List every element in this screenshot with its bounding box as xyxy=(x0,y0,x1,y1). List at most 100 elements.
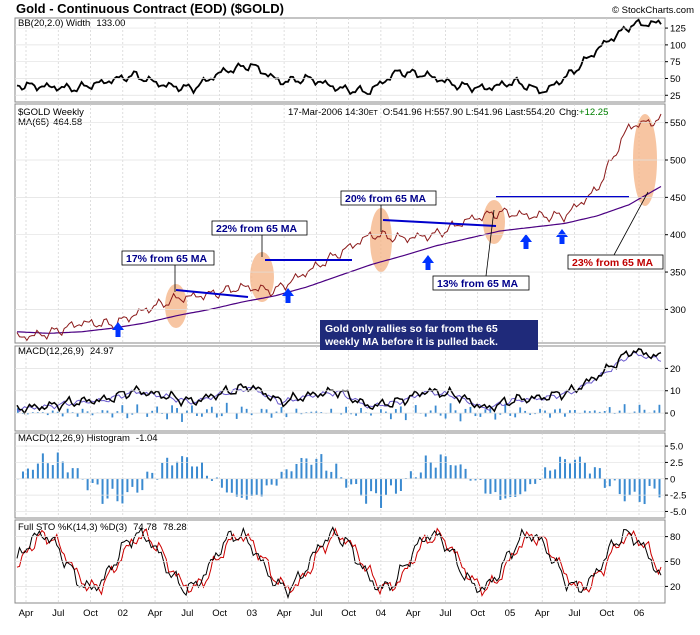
macd-bar xyxy=(380,409,382,413)
macd-bar xyxy=(216,413,218,417)
hist-bar xyxy=(430,462,432,479)
hist-bar xyxy=(629,479,631,496)
macd-bar xyxy=(494,413,496,419)
hist-bar xyxy=(594,467,596,479)
hist-bar xyxy=(455,465,457,478)
macd-bar xyxy=(171,405,173,413)
hist-bar xyxy=(171,465,173,478)
y-tick-label: 0 xyxy=(670,409,675,420)
macd-bar xyxy=(624,404,626,413)
hist-bar xyxy=(151,473,153,479)
hist-bar xyxy=(121,479,123,504)
x-tick-label: Oct xyxy=(212,608,227,619)
macd-bar xyxy=(166,413,168,419)
x-tick-label: Jul xyxy=(439,608,451,619)
macd-bar xyxy=(569,410,571,413)
macd-bar xyxy=(281,407,283,413)
hist-bar xyxy=(325,471,327,479)
macd-bar xyxy=(261,409,263,413)
hist-bar xyxy=(315,459,317,479)
hist-bar xyxy=(111,479,113,489)
hist-bar xyxy=(310,465,312,479)
x-tick-label: 05 xyxy=(505,608,516,619)
hist-bar xyxy=(291,471,293,478)
hist-bar xyxy=(489,479,491,494)
hist-bar xyxy=(465,469,467,479)
macd-bar xyxy=(554,409,556,413)
hist-bar xyxy=(330,472,332,479)
y-tick-label: 350 xyxy=(670,268,686,279)
hist-bar xyxy=(504,479,506,499)
hist-label: MACD(12,26,9) Histogram-1.04 xyxy=(18,433,158,444)
macd-bar xyxy=(206,409,208,413)
hist-bar xyxy=(484,479,486,494)
x-tick-label: Apr xyxy=(406,608,421,619)
panel-frames xyxy=(15,18,665,603)
hist-bar xyxy=(499,479,501,500)
hist-bar xyxy=(62,462,64,479)
hist-bar xyxy=(77,468,79,479)
hist-bar xyxy=(524,479,526,492)
y-tick-label: -2.5 xyxy=(670,491,686,502)
macd-bar xyxy=(470,407,472,413)
hist-bar xyxy=(584,463,586,479)
hist-bar xyxy=(345,479,347,488)
hist-bar xyxy=(599,468,601,479)
hist-bar xyxy=(445,456,447,478)
macd-bar xyxy=(390,413,392,419)
hist-bar xyxy=(131,479,133,487)
hist-bar xyxy=(335,464,337,479)
y-tick-label: 100 xyxy=(670,40,686,51)
macd-bar xyxy=(425,413,427,417)
hist-bar xyxy=(266,479,268,486)
y-tick-label: 20 xyxy=(670,364,681,375)
hist-bar xyxy=(519,479,521,494)
y-tick-label: 125 xyxy=(670,24,686,35)
macd-bar xyxy=(82,409,84,413)
y-tick-label: 10 xyxy=(670,386,681,397)
hist-bar xyxy=(300,458,302,479)
hist-bar xyxy=(141,479,143,490)
hist-bar xyxy=(624,479,626,502)
macd-bar xyxy=(609,407,611,413)
x-tick-label: Apr xyxy=(535,608,550,619)
x-tick-label: Oct xyxy=(599,608,614,619)
hist-bar xyxy=(554,469,556,478)
hist-bar xyxy=(425,455,427,478)
hist-bar xyxy=(271,479,273,485)
hist-bar xyxy=(529,479,531,484)
macd-bar xyxy=(539,409,541,413)
macd-bar xyxy=(360,408,362,413)
macd-bar xyxy=(549,413,551,418)
hist-bar xyxy=(67,472,69,478)
macd-bar xyxy=(355,413,357,416)
hist-bar xyxy=(450,465,452,479)
hist-bar xyxy=(619,479,621,494)
y-tick-label: 500 xyxy=(670,156,686,167)
macd-bar xyxy=(594,410,596,413)
hist-bar xyxy=(320,454,322,479)
hist-bar xyxy=(246,479,248,500)
hist-bar xyxy=(509,479,511,497)
macd-bar xyxy=(126,413,128,418)
macd-bar xyxy=(156,407,158,414)
x-tick-label: Jul xyxy=(568,608,580,619)
hist-bar xyxy=(221,479,223,488)
macd-bar xyxy=(196,413,198,416)
hist-bar xyxy=(236,479,238,497)
hist-bar xyxy=(380,479,382,508)
hist-bar xyxy=(181,456,183,479)
hist-bar xyxy=(604,479,606,488)
hist-bar xyxy=(659,479,661,498)
hist-bar xyxy=(365,479,367,504)
svg-text:20% from 65 MA: 20% from 65 MA xyxy=(345,193,427,205)
hist-bar xyxy=(52,465,54,479)
macd-bar xyxy=(176,408,178,413)
chart-title: Gold - Continuous Contract (EOD) ($GOLD) xyxy=(16,1,284,16)
credit[interactable]: © StockCharts.com xyxy=(612,5,694,16)
macd-bar xyxy=(400,406,402,413)
x-tick-label: 03 xyxy=(247,608,258,619)
